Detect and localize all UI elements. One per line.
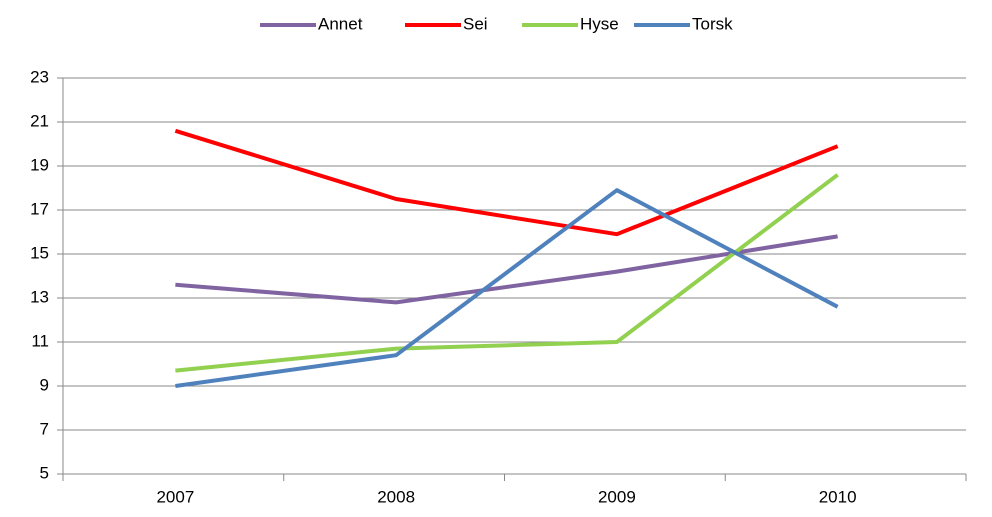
legend-label: Torsk <box>692 14 733 33</box>
legend-label: Annet <box>318 14 363 33</box>
y-tick-label: 15 <box>30 243 49 262</box>
y-tick-label: 23 <box>30 67 49 86</box>
x-tick-label: 2010 <box>819 487 857 506</box>
y-tick-label: 19 <box>30 155 49 174</box>
x-tick-label: 2008 <box>377 487 415 506</box>
x-tick-label: 2007 <box>156 487 194 506</box>
series-line <box>175 188 839 388</box>
y-tick-label: 11 <box>31 331 49 350</box>
y-tick-label: 5 <box>40 463 49 482</box>
x-tick-label: 2009 <box>598 487 636 506</box>
y-tick-label: 9 <box>40 375 49 394</box>
legend-label: Hyse <box>580 14 619 33</box>
series-line <box>175 234 838 305</box>
y-tick-label: 17 <box>30 199 49 218</box>
y-tick-label: 21 <box>30 111 49 130</box>
legend-label: Sei <box>463 14 488 33</box>
y-tick-label: 13 <box>30 287 49 306</box>
series-line <box>174 128 839 237</box>
y-tick-label: 7 <box>40 419 49 438</box>
series-line <box>175 173 839 373</box>
